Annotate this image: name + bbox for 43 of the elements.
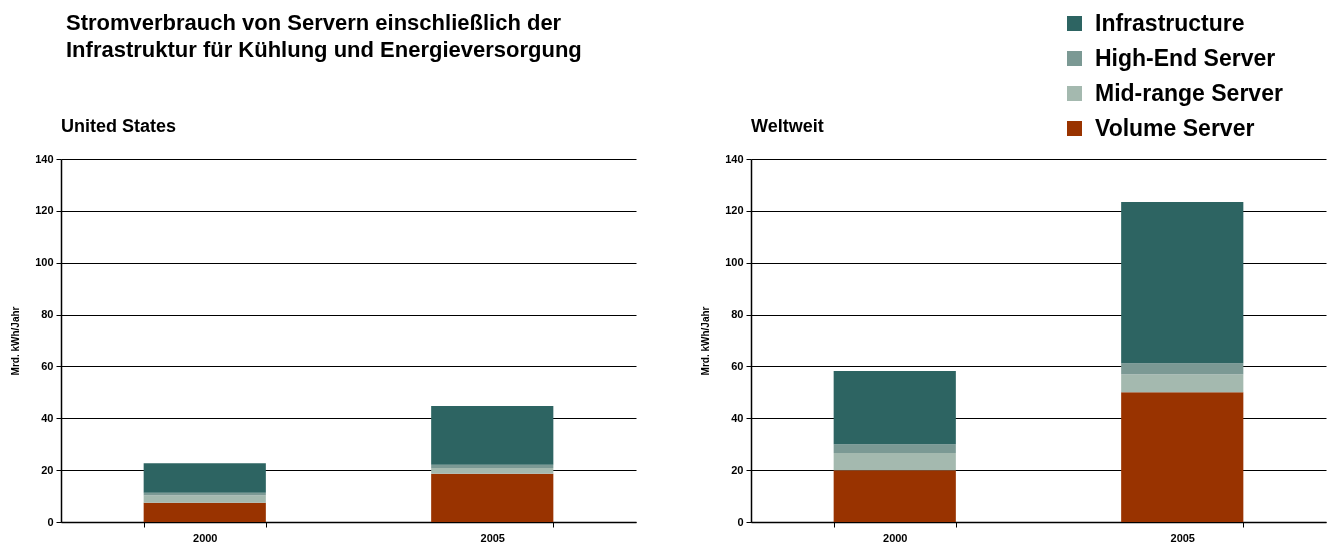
x-tick-label: 2005 (1170, 531, 1195, 544)
y-tick-label: 120 (725, 204, 744, 217)
bar (833, 453, 956, 471)
y-tick-label: 80 (731, 308, 744, 321)
legend-label: Volume Server (1095, 114, 1255, 141)
chart-title: Weltweit (751, 116, 824, 136)
x-tick-label: 2000 (883, 531, 908, 544)
bar (143, 495, 266, 503)
bar (431, 473, 554, 522)
chart-subtitle: United States (61, 116, 177, 136)
y-tick-label: 120 (35, 204, 54, 217)
bar (431, 468, 554, 474)
y-tick-label: 100 (35, 256, 54, 269)
legend-label: High-End Server (1095, 44, 1276, 71)
bar (833, 444, 956, 454)
y-tick-label: 40 (731, 411, 744, 424)
y-tick-label: 140 (725, 152, 744, 165)
bar (1121, 392, 1244, 522)
y-tick-label: 0 (737, 515, 744, 528)
y-axis-title: Mrd. kWh/Jahr (699, 306, 711, 376)
y-tick-label: 100 (725, 256, 744, 269)
bar (833, 371, 956, 445)
y-tick-label: 80 (41, 308, 54, 321)
y-tick-label: 60 (41, 359, 54, 372)
y-tick-label: 20 (731, 463, 744, 476)
legend-label: Mid-range Server (1095, 79, 1283, 106)
bar (143, 463, 266, 493)
y-axis-title: Mrd. kWh/Jahr (9, 306, 21, 376)
y-tick-label: 40 (41, 411, 54, 424)
y-tick-label: 20 (41, 463, 54, 476)
y-tick-label: 140 (35, 152, 54, 165)
bar (1121, 363, 1244, 375)
y-tick-label: 60 (731, 359, 744, 372)
bar (143, 502, 266, 522)
bar (1121, 202, 1244, 364)
bar (431, 406, 554, 465)
x-tick-label: 2005 (480, 531, 505, 544)
bar (1121, 374, 1244, 393)
bar (833, 470, 956, 522)
x-tick-label: 2000 (193, 531, 218, 544)
chart-title: Stromverbrauch von Servern einschließlich der Infrastruktur für Kühlung und Energieversorgung (66, 10, 582, 62)
legend-label: Infrastructure (1095, 9, 1245, 36)
y-tick-label: 0 (47, 515, 54, 528)
